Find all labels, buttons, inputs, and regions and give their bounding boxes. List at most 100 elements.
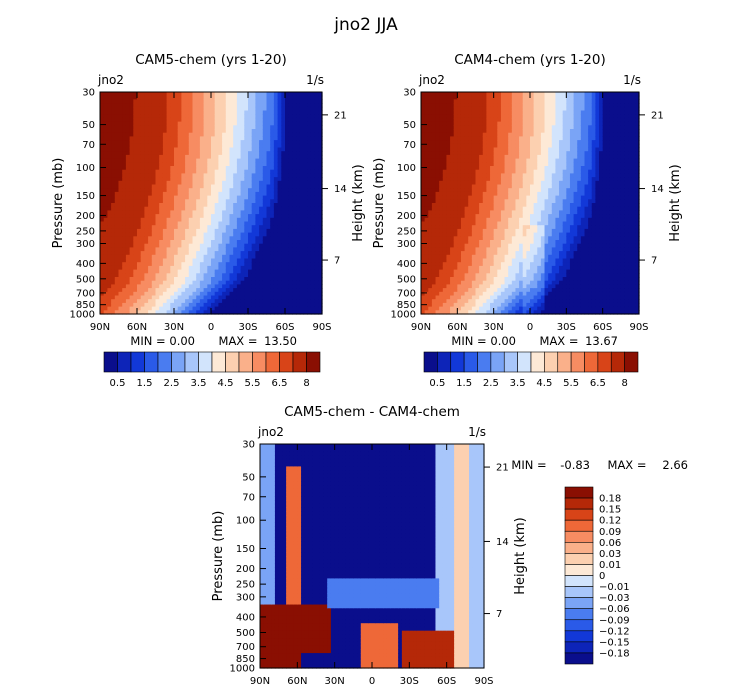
heatmap-cell	[111, 221, 116, 226]
heatmap-cell	[490, 247, 495, 252]
heatmap-cell	[493, 158, 498, 163]
heatmap-cell	[439, 173, 444, 178]
heatmap-cell	[453, 232, 458, 237]
heatmap-cell	[114, 162, 120, 167]
heatmap-cell	[118, 277, 123, 282]
heatmap-cell	[303, 166, 308, 171]
heatmap-cell	[166, 169, 171, 174]
heatmap-cell	[453, 280, 458, 285]
heatmap-cell	[207, 262, 212, 267]
heatmap-cell	[468, 154, 473, 160]
heatmap-cell	[159, 240, 164, 245]
heatmap-cell	[122, 265, 127, 271]
heatmap-cell	[266, 280, 271, 285]
heatmap-cell	[199, 302, 205, 308]
heatmap-cell	[464, 206, 469, 211]
heatmap-cell	[482, 299, 487, 304]
heatmap-cell	[203, 158, 208, 163]
heatmap-cell	[431, 151, 437, 156]
heatmap-cell	[129, 99, 134, 104]
heatmap-cell	[281, 214, 286, 219]
heatmap-cell	[199, 136, 205, 141]
heatmap-cell	[162, 121, 168, 126]
heatmap-cell	[211, 121, 216, 126]
heatmap-cell	[159, 114, 164, 119]
heatmap-cell	[248, 214, 253, 219]
heatmap-cell	[192, 203, 197, 208]
heatmap-cell	[100, 188, 105, 193]
heatmap-cell	[482, 129, 487, 134]
colorbar-swatch	[103, 351, 118, 373]
heatmap-cell	[103, 210, 108, 215]
heatmap-cell	[244, 136, 249, 141]
heatmap-cell	[421, 251, 426, 256]
heatmap-cell	[281, 254, 286, 260]
heatmap-cell	[185, 225, 190, 230]
heatmap-cell	[214, 151, 219, 156]
heatmap-cell	[446, 217, 451, 223]
heatmap-cell	[203, 117, 208, 123]
heatmap-cell	[159, 136, 164, 141]
heatmap-cell	[288, 269, 293, 274]
heatmap-cell	[240, 166, 245, 171]
heatmap-cell	[174, 95, 179, 100]
heatmap-cell	[151, 114, 157, 119]
heatmap-cell	[103, 269, 108, 274]
heatmap-cell	[421, 125, 426, 130]
heatmap-cell	[122, 184, 127, 189]
heatmap-cell	[464, 158, 469, 163]
heatmap-cell	[281, 166, 286, 171]
heatmap-cell	[296, 151, 301, 156]
heatmap-cell	[122, 106, 127, 112]
heatmap-cell	[236, 147, 242, 152]
heatmap-cell	[435, 129, 440, 134]
heatmap-cell	[148, 302, 153, 308]
heatmap-cell	[203, 132, 208, 137]
heatmap-cell	[314, 173, 319, 178]
heatmap-cell	[122, 306, 127, 311]
heatmap-cell	[457, 103, 462, 108]
heatmap-cell	[285, 284, 290, 289]
heatmap-cell	[259, 173, 264, 178]
heatmap-cell	[479, 121, 484, 126]
heatmap-cell	[177, 291, 182, 297]
heatmap-cell	[421, 221, 426, 226]
heatmap-cell	[446, 151, 451, 156]
heatmap-cell	[166, 132, 171, 137]
heatmap-cell	[435, 206, 440, 211]
heatmap-cell	[303, 299, 308, 304]
heatmap-cell	[218, 99, 223, 104]
heatmap-cell	[148, 136, 153, 141]
heatmap-cell	[435, 269, 440, 274]
heatmap-cell	[259, 151, 264, 156]
heatmap-cell	[111, 310, 116, 315]
heatmap-cell	[140, 240, 145, 245]
heatmap-cell	[479, 299, 484, 304]
heatmap-cell	[100, 206, 105, 211]
heatmap-cell	[174, 306, 179, 311]
heatmap-cell	[262, 180, 268, 186]
heatmap-cell	[162, 214, 168, 219]
heatmap-cell	[493, 147, 498, 152]
heatmap-cell	[307, 136, 312, 141]
heatmap-cell	[292, 121, 297, 126]
heatmap-cell	[174, 173, 179, 178]
heatmap-cell	[122, 210, 127, 215]
heatmap-cell	[185, 240, 190, 245]
heatmap-cell	[159, 299, 164, 304]
heatmap-cell	[255, 106, 260, 112]
heatmap-cell	[192, 295, 197, 300]
heatmap-cell	[151, 225, 157, 230]
heatmap-cell	[111, 232, 116, 237]
heatmap-cell	[482, 114, 487, 119]
heatmap-cell	[310, 121, 316, 126]
heatmap-cell	[236, 306, 242, 311]
heatmap-cell	[185, 258, 190, 263]
heatmap-cell	[111, 162, 116, 167]
heatmap-cell	[486, 191, 491, 197]
heatmap-cell	[270, 140, 275, 145]
heatmap-cell	[281, 265, 286, 271]
heatmap-cell	[471, 228, 477, 234]
heatmap-cell	[255, 299, 260, 304]
heatmap-cell	[103, 243, 108, 248]
